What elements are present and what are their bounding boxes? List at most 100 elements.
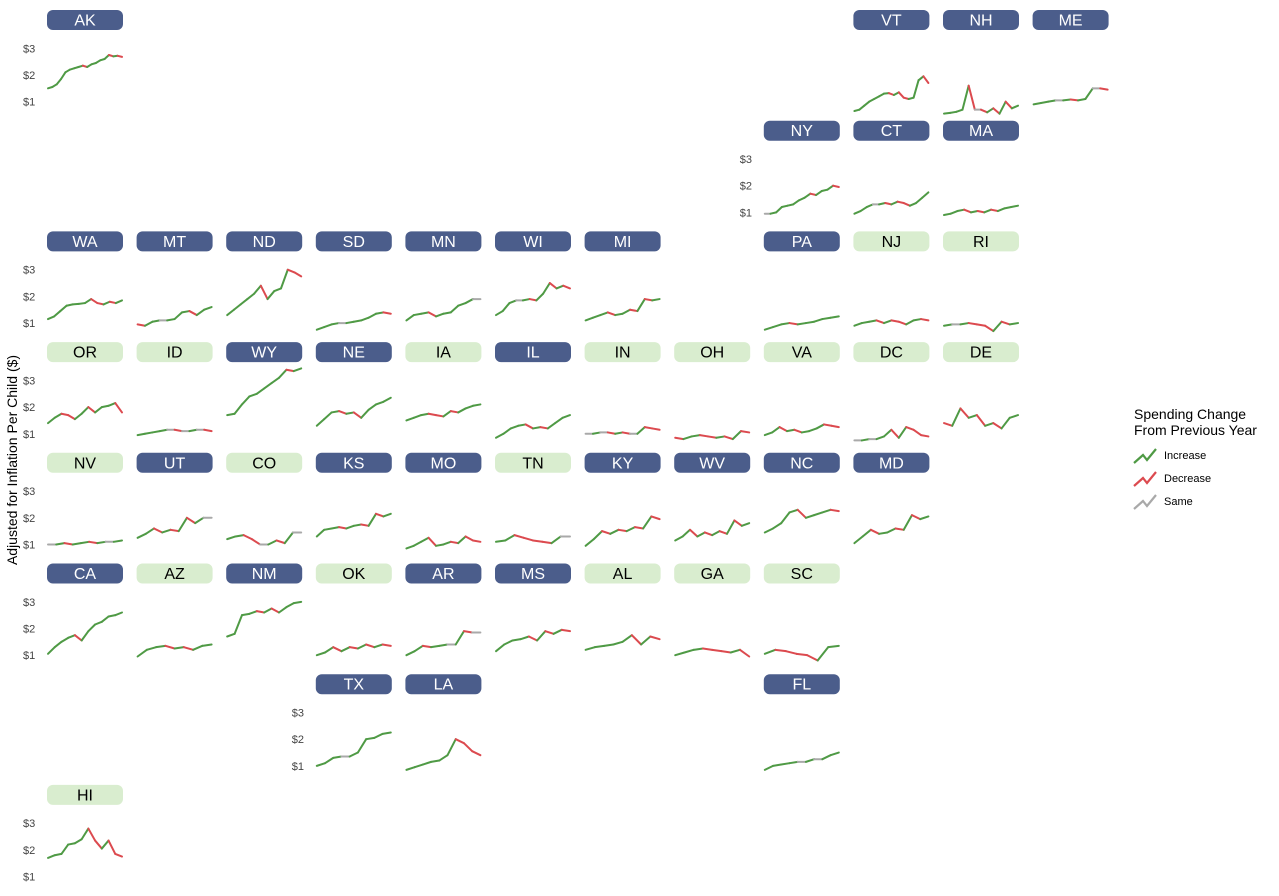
series-segment-ne-8 (367, 403, 377, 411)
series-segment-in-8 (636, 426, 646, 435)
state-label-box (136, 563, 213, 584)
series-segment-nv-2 (55, 542, 66, 546)
series-segment-la-3 (421, 760, 433, 766)
state-label: IN (615, 345, 631, 362)
series-segment-ca-8 (94, 620, 103, 626)
state-tile-nv: NV $1 $2 $3 (23, 452, 123, 551)
series-segment-ct-6 (884, 202, 893, 206)
state-label-box (136, 231, 213, 252)
series-segment-ia-8 (457, 407, 467, 414)
series-segment-ma-3 (956, 208, 966, 213)
legend-item-decrease: Decrease (1133, 471, 1211, 487)
state-tile-ne: NE (315, 342, 392, 427)
series-segment-ia-9 (464, 404, 474, 410)
state-label: AZ (164, 566, 185, 583)
series-segment-mo-2 (412, 540, 423, 547)
series-segment-in-9 (643, 426, 654, 430)
series-segment-ca-9 (100, 615, 110, 623)
series-segment-nm-8 (278, 606, 288, 614)
series-segment-wy-7 (270, 376, 280, 385)
series-segment-wa-10 (102, 300, 111, 306)
series-segment-ct-5 (878, 202, 887, 206)
series-segment-ut-3 (153, 527, 164, 534)
series-segment-ga-1 (674, 651, 686, 657)
series-segment-wi-1 (495, 310, 504, 317)
series-segment-dc-7 (897, 426, 908, 439)
series-segment-de-6 (984, 422, 995, 427)
series-segment-ny-3 (775, 206, 783, 214)
series-segment-il-2 (502, 427, 512, 435)
series-segment-wi-7 (535, 292, 545, 302)
series-segment-mn-7 (449, 304, 460, 314)
series-segment-ms-1 (495, 643, 506, 653)
series-segment-vt-13 (912, 79, 920, 99)
series-segment-hi-4 (67, 842, 76, 846)
series-segment-ky-5 (617, 528, 628, 533)
y-tick-label: $3 (23, 265, 35, 277)
state-label: MS (521, 566, 545, 583)
state-tile-ks: KS (315, 452, 392, 538)
series-segment-nc-7 (813, 511, 824, 517)
series-segment-ar-7 (454, 630, 465, 646)
series-segment-il-4 (517, 423, 527, 427)
state-label-box (495, 563, 571, 584)
series-segment-pa-3 (780, 322, 791, 326)
state-tile-hi: HI $1 $2 $3 (23, 784, 123, 884)
series-segment-ks-7 (360, 523, 370, 527)
state-tile-id: ID (136, 342, 213, 437)
series-segment-co-8 (283, 531, 294, 545)
series-segment-il-10 (561, 414, 571, 419)
series-segment-or-9 (100, 404, 110, 409)
state-label: AK (74, 13, 96, 30)
state-label-box (405, 563, 482, 584)
series-segment-va-4 (786, 428, 796, 433)
series-segment-hi-5 (73, 838, 83, 845)
series-segment-hi-10 (107, 839, 117, 855)
state-label-box (47, 452, 123, 473)
state-tile-mi: MI (584, 231, 661, 322)
series-segment-mo-5 (435, 543, 445, 547)
state-label: ID (167, 345, 183, 362)
series-segment-ia-2 (412, 414, 423, 419)
state-tile-ok: OK (315, 563, 392, 657)
state-label-box (47, 10, 123, 30)
state-label-box (943, 10, 1019, 30)
state-tile-nm: NM (226, 563, 303, 638)
series-segment-ak-3 (55, 78, 63, 86)
state-tile-ri: RI (943, 231, 1019, 333)
series-segment-ok-5 (348, 646, 359, 650)
series-segment-mn-9 (464, 298, 474, 305)
series-segment-wv-7 (718, 530, 728, 535)
series-segment-id-4 (158, 428, 169, 433)
state-label-box (226, 231, 303, 252)
series-segment-nd-9 (280, 268, 289, 290)
series-segment-ca-3 (60, 636, 70, 643)
series-segment-md-6 (894, 527, 905, 531)
series-segment-ne-6 (352, 411, 363, 419)
series-segment-mt-9 (195, 308, 206, 317)
series-segment-ky-8 (642, 515, 653, 530)
series-segment-tx-6 (356, 738, 368, 754)
series-segment-de-8 (1000, 416, 1011, 430)
state-label-box (405, 452, 482, 473)
series-segment-mo-1 (405, 544, 415, 550)
state-label-box (943, 120, 1019, 141)
series-segment-mi-9 (643, 298, 654, 302)
series-segment-ca-4 (67, 634, 76, 639)
series-segment-ny-8 (803, 192, 812, 199)
y-tick-label: $3 (292, 708, 304, 720)
series-segment-wi-8 (542, 282, 551, 295)
series-segment-sc-5 (806, 654, 819, 662)
series-segment-ca-10 (107, 614, 117, 618)
series-segment-vt-15 (922, 75, 930, 84)
series-segment-ia-7 (449, 410, 460, 414)
series-segment-id-8 (188, 428, 198, 433)
series-segment-wv-9 (733, 519, 743, 527)
series-segment-ny-13 (832, 184, 840, 189)
series-segment-wi-11 (562, 284, 571, 290)
series-segment-ut-6 (177, 516, 188, 533)
series-segment-ri-4 (967, 322, 978, 326)
series-segment-ks-4 (338, 526, 348, 530)
state-label: MT (163, 234, 186, 251)
series-segment-ne-9 (375, 400, 385, 406)
